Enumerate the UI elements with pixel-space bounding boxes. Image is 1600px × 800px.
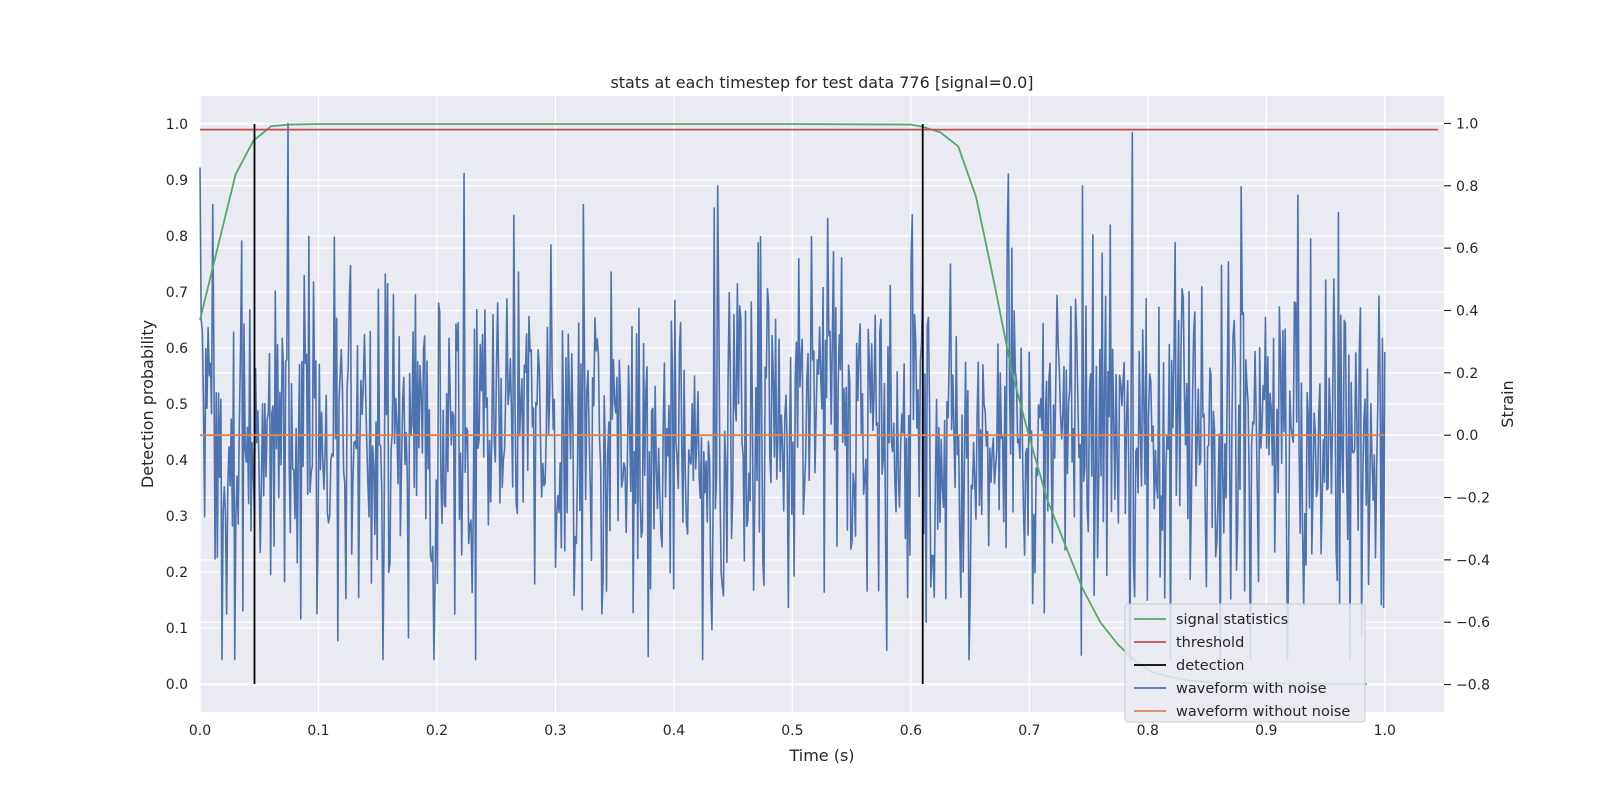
x-tick-label: 0.3 <box>544 723 566 739</box>
y-left-tick-label: 1.0 <box>166 117 188 133</box>
y-left-tick-label: 0.6 <box>166 341 188 357</box>
y-left-tick-label: 0.7 <box>166 285 188 301</box>
x-tick-label: 0.5 <box>781 723 803 739</box>
y-right-axis-label: Strain <box>1498 380 1517 427</box>
y-right-tick-label: −0.6 <box>1456 615 1490 631</box>
x-axis-ticks: 0.0 0.1 0.2 0.3 0.4 0.5 0.6 0.7 0.8 0.9 1.0 <box>189 723 1396 739</box>
x-tick-label: 0.7 <box>1018 723 1040 739</box>
x-tick-label: 0.0 <box>189 723 211 739</box>
x-tick-label: 0.9 <box>1255 723 1277 739</box>
y-right-tick-label: −0.4 <box>1456 553 1490 569</box>
y-right-axis-ticks: −0.8 −0.6 −0.4 −0.2 0.0 0.2 0.4 0.6 0.8 1.0 <box>1444 116 1490 694</box>
y-right-tick-label: 0.8 <box>1456 179 1478 195</box>
y-left-tick-label: 0.4 <box>166 453 188 469</box>
x-tick-label: 0.6 <box>900 723 922 739</box>
y-left-tick-label: 0.2 <box>166 565 188 581</box>
y-left-axis-ticks: 0.0 0.1 0.2 0.3 0.4 0.5 0.6 0.7 0.8 0.9 1.0 <box>166 117 188 693</box>
y-right-tick-label: 0.6 <box>1456 241 1478 257</box>
y-left-tick-label: 0.8 <box>166 229 188 245</box>
legend-items: signal statistics threshold detection wavef… <box>1134 612 1350 720</box>
x-axis-label: Time (s) <box>788 746 854 765</box>
x-tick-label: 1.0 <box>1374 723 1396 739</box>
legend: signal statistics threshold detection wavef… <box>1124 603 1366 723</box>
y-right-tick-label: 1.0 <box>1456 116 1478 132</box>
y-right-tick-label: −0.8 <box>1456 678 1490 694</box>
x-tick-label: 0.4 <box>663 723 685 739</box>
legend-label: detection <box>1176 658 1244 674</box>
y-left-tick-label: 0.9 <box>166 173 188 189</box>
y-right-tick-label: 0.2 <box>1456 366 1478 382</box>
y-left-tick-label: 0.5 <box>166 397 188 413</box>
legend-label: threshold <box>1176 635 1244 651</box>
legend-label: waveform with noise <box>1176 681 1327 697</box>
x-tick-label: 0.8 <box>1137 723 1159 739</box>
y-right-tick-label: −0.2 <box>1456 491 1490 507</box>
legend-label: signal statistics <box>1176 612 1288 628</box>
y-left-tick-label: 0.3 <box>166 509 188 525</box>
y-left-tick-label: 0.1 <box>166 621 188 637</box>
x-tick-label: 0.2 <box>426 723 448 739</box>
y-left-axis-label: Detection probability <box>138 320 157 488</box>
y-left-tick-label: 0.0 <box>166 677 188 693</box>
x-tick-label: 0.1 <box>307 723 329 739</box>
legend-label: waveform without noise <box>1176 704 1350 720</box>
y-right-tick-label: 0.0 <box>1456 428 1478 444</box>
chart-title: stats at each timestep for test data 776… <box>610 73 1033 92</box>
legend-box <box>1124 603 1366 723</box>
y-right-tick-label: 0.4 <box>1456 303 1478 319</box>
series-waveform-with-noise <box>199 122 1386 661</box>
